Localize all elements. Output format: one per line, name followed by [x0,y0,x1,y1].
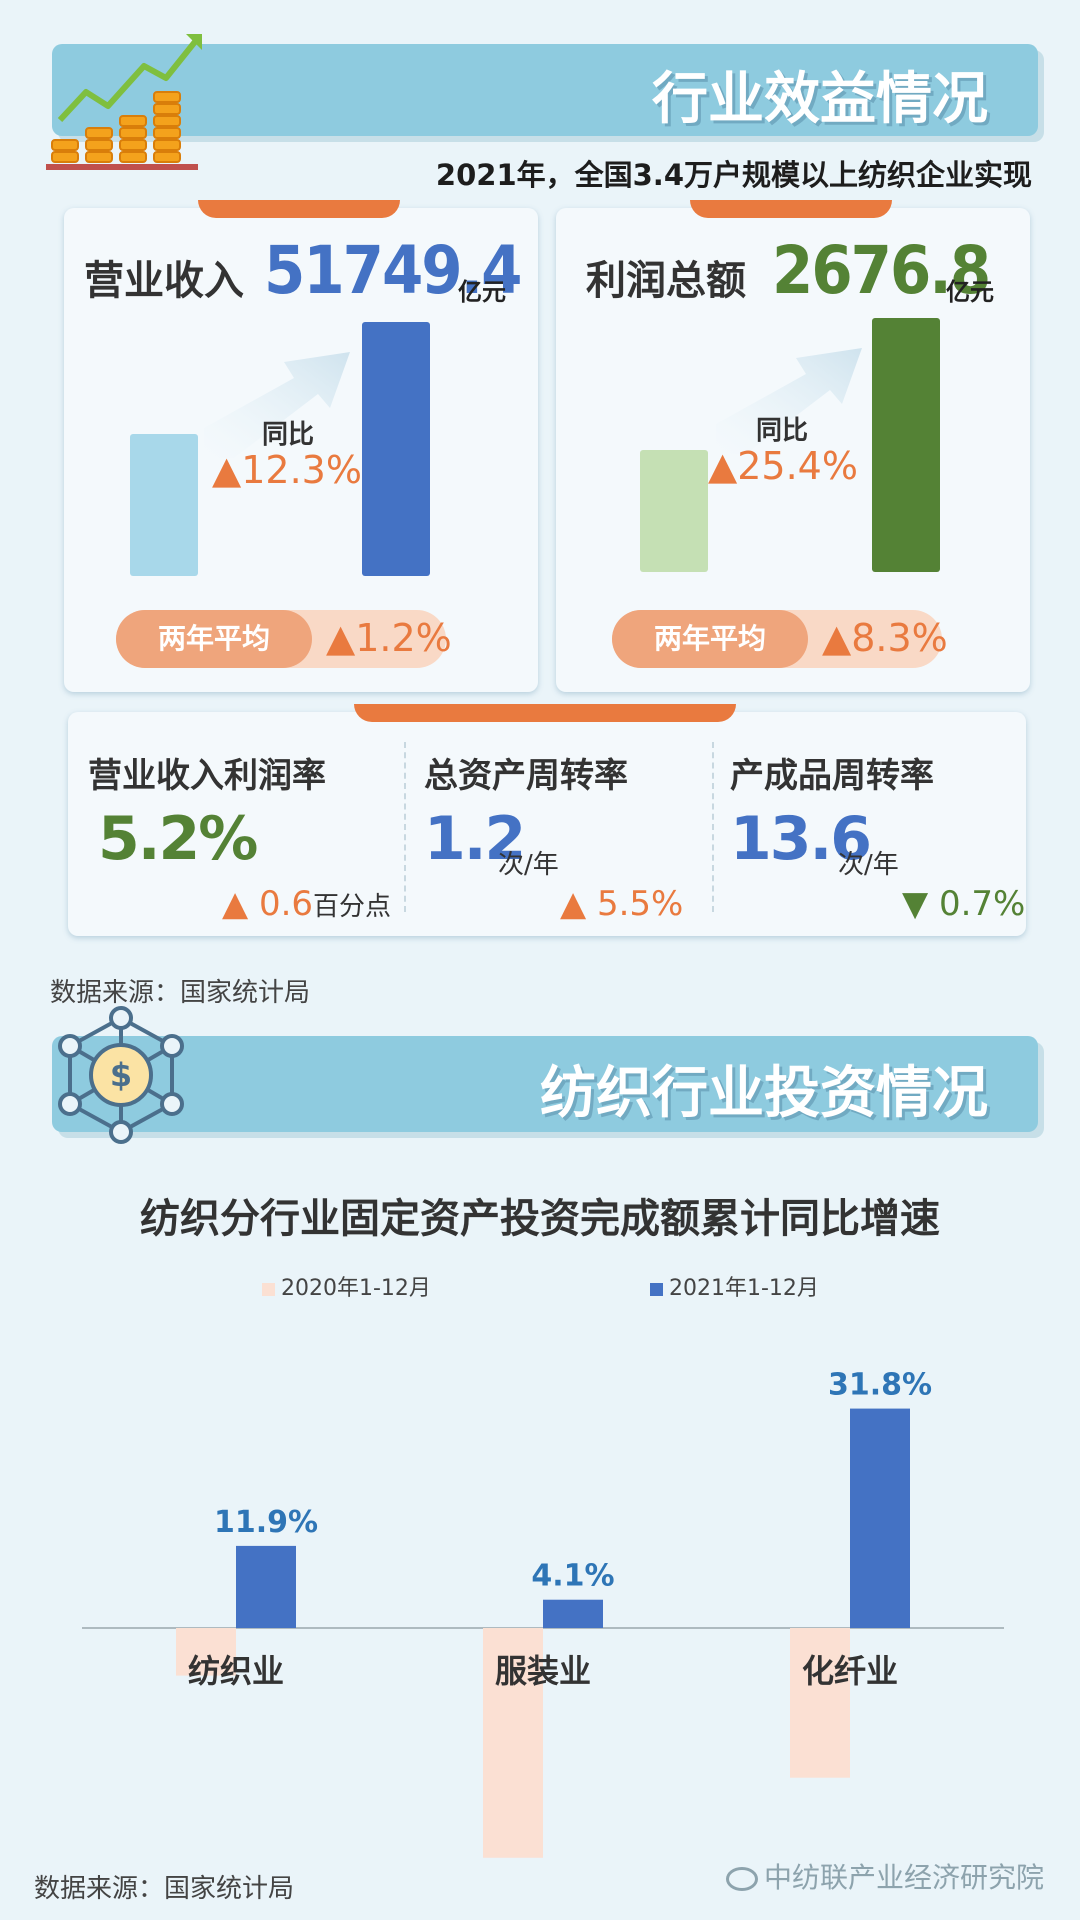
profit-two-year-avg: 两年平均 ▲8.3% [612,610,948,668]
card-tab-decoration [198,200,400,218]
revenue-card: 营业收入 51749.4 亿元 同比 ▲12.3% 两年平均 ▲1.2% [64,200,538,692]
category-label: 纺织业 [188,1652,284,1690]
bar-纺织业-2021年1-12月 [236,1545,296,1628]
avg-value: ▲8.3% [822,616,948,660]
avg-value: ▲1.2% [326,616,452,660]
profit-bar-prev [640,450,708,572]
revenue-yoy-label: 同比 [262,420,315,450]
data-source: 数据来源：国家统计局 [50,978,311,1008]
ratio-unit: 次/年 [838,850,899,880]
profit-bar-curr [872,318,940,572]
bar-服装业-2021年1-12月 [543,1599,603,1628]
ratio-unit: 次/年 [498,850,559,880]
card-tab-decoration [690,200,892,218]
ratio-change-value: 5.5% [596,884,684,924]
section-title: 纺织行业投资情况 [540,1061,988,1126]
ratio-asset-turnover: 总资产周转率 1.2 次/年 ▲ 5.5% [408,712,708,936]
avg-label: 两年平均 [116,610,312,668]
down-arrow-icon: ▼ [902,884,929,924]
profit-yoy-label: 同比 [756,416,809,446]
growth-arrow-icon [204,352,350,458]
ratio-change: ▼ 0.7% [902,884,1025,924]
ratio-change: ▲ 5.5% [560,884,683,924]
profit-card: 利润总额 2676.8 亿元 同比 ▲25.4% 两年平均 ▲8.3% [556,200,1030,692]
data-source: 数据来源：国家统计局 [34,1874,295,1904]
up-arrow-icon: ▲ [222,884,249,924]
section-title: 行业效益情况 [652,67,988,132]
chart-title: 纺织分行业固定资产投资完成额累计同比增速 [140,1196,940,1242]
ratio-change: ▲ 0.6百分点 [222,884,391,924]
ratio-inventory-turnover: 产成品周转率 13.6 次/年 ▼ 0.7% [716,712,1026,936]
growth-arrow-icon [716,348,862,454]
bar-化纤业-2021年1-12月 [850,1408,910,1628]
divider [404,742,406,912]
legend-swatch [262,1282,275,1296]
coin-growth-icon [46,34,202,170]
ratio-value: 13.6 [730,804,872,874]
data-label: 4.1% [531,1559,614,1594]
data-label: 31.8% [828,1368,932,1403]
revenue-unit: 亿元 [458,278,506,306]
ratio-change-value: 0.7% [938,884,1026,924]
bar-纺织业-2020年1-12月 [176,1628,236,1676]
revenue-yoy-value: ▲12.3% [212,448,362,492]
revenue-bar-curr [362,322,430,576]
profit-yoy-value: ▲25.4% [708,444,858,488]
avg-label: 两年平均 [612,610,808,668]
bar-服装业-2020年1-12月 [483,1628,543,1858]
legend-label: 2020年1-12月 [281,1276,431,1301]
profit-label: 利润总额 [586,258,746,304]
category-label: 服装业 [495,1652,591,1690]
ratio-value: 5.2% [98,804,258,874]
card-tab-decoration [354,704,736,722]
revenue-two-year-avg: 两年平均 ▲1.2% [116,610,452,668]
section-subtitle: 2021年，全国3.4万户规模以上纺织企业实现 [435,158,1032,192]
ratio-label: 总资产周转率 [424,756,628,796]
data-label: 11.9% [214,1505,318,1540]
ratio-label: 产成品周转率 [730,756,934,796]
revenue-label: 营业收入 [84,258,244,304]
investment-bar-chart: 11.9% 4.1% 31.8% 纺织业 服装业 化纤业 [82,1368,1004,1858]
revenue-value: 51749.4 [264,232,522,309]
network-dollar-icon: $ [58,1006,184,1144]
watermark: 中纺联产业经济研究院 [725,1856,1044,1896]
ratio-value: 1.2 [424,804,526,874]
section-banner-investment: 纺织行业投资情况 [52,1036,1038,1132]
ratio-change-value: 0.6 [258,884,314,924]
ratio-profit-margin: 营业收入利润率 5.2% ▲ 0.6百分点 [68,712,398,936]
category-label: 化纤业 [802,1652,898,1690]
ratio-change-unit: 百分点 [313,892,392,922]
watermark-text: 中纺联产业经济研究院 [763,1861,1044,1894]
wechat-icon [725,1867,758,1891]
legend-swatch [650,1282,663,1296]
ratios-card: 营业收入利润率 5.2% ▲ 0.6百分点 总资产周转率 1.2 次/年 ▲ 5… [68,704,1026,936]
legend-item-2021: 2021年1-12月 [650,1270,819,1302]
profit-unit: 亿元 [946,278,994,306]
bar-化纤业-2020年1-12月 [790,1628,850,1778]
legend-label: 2021年1-12月 [669,1276,819,1301]
up-arrow-icon: ▲ [560,884,587,924]
ratio-label: 营业收入利润率 [88,756,326,796]
revenue-bar-prev [130,434,198,576]
svg-text:$: $ [110,1056,132,1094]
profit-value: 2676.8 [772,232,991,309]
legend-item-2020: 2020年1-12月 [262,1270,431,1302]
divider [712,742,714,912]
section-banner-performance: 行业效益情况 [52,44,1038,136]
